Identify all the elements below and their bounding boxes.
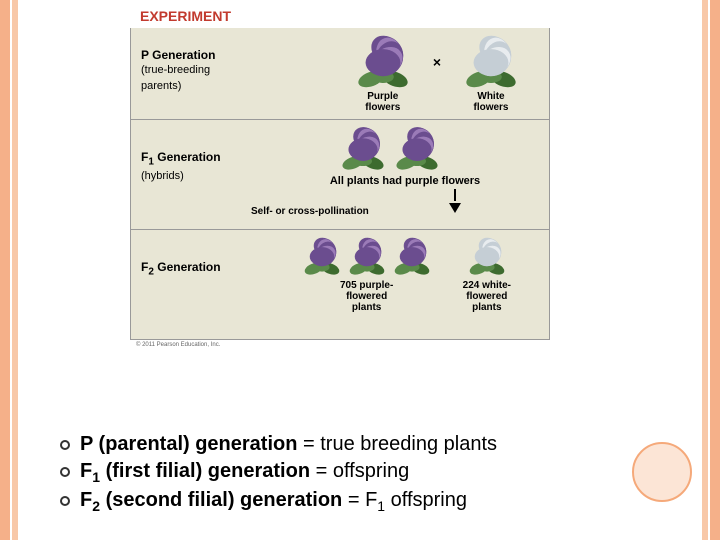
flower-icon — [466, 236, 508, 276]
stripe — [12, 0, 18, 540]
p-generation-panel: P Generation (true-breeding parents) Pur… — [130, 28, 550, 120]
flower-icon — [346, 236, 388, 276]
f2-title: F2 Generation — [141, 260, 221, 274]
flower-icon — [461, 34, 521, 89]
cross-symbol: × — [433, 54, 441, 70]
stripe — [0, 0, 10, 540]
experiment-heading: EXPERIMENT — [140, 8, 550, 24]
f1-title: F1 Generation — [141, 150, 221, 164]
f2-white-flowers — [466, 236, 508, 276]
copyright-text: © 2011 Pearson Education, Inc. — [136, 342, 550, 348]
f2-gen-label: F2 Generation — [141, 260, 221, 278]
f2-white-count: 224 white- flowered plants — [463, 280, 511, 313]
arrow-down-icon — [449, 203, 461, 213]
bullet-icon — [60, 440, 70, 450]
f2-generation-panel: F2 Generation 705 purple- flowered plant… — [130, 230, 550, 340]
stripe — [702, 0, 708, 540]
f1-flowers-group — [239, 126, 541, 171]
white-caption: White flowers — [473, 91, 508, 113]
purple-parent-flower: Purple flowers — [353, 34, 413, 113]
bullet-icon — [60, 467, 70, 477]
purple-caption: Purple flowers — [365, 91, 400, 113]
f1-result-text: All plants had purple flowers — [269, 175, 541, 187]
f2-purple-flowers — [301, 236, 433, 276]
f2-purple-group: 705 purple- flowered plants — [301, 236, 433, 313]
list-item: F1 (first filial) generation = offspring — [60, 460, 620, 485]
flower-icon — [391, 236, 433, 276]
flower-icon — [392, 126, 442, 171]
white-parent-flower: White flowers — [461, 34, 521, 113]
bullet-text: P (parental) generation = true breeding … — [80, 433, 497, 456]
bullet-text: F2 (second filial) generation = F1 offsp… — [80, 489, 467, 514]
stripe — [710, 0, 720, 540]
f1-generation-panel: F1 Generation (hybrids) All plants had p… — [130, 120, 550, 230]
f1-gen-label: F1 Generation (hybrids) — [141, 150, 221, 184]
p-subtitle: (true-breeding parents) — [141, 64, 210, 91]
experiment-diagram: EXPERIMENT P Generation (true-breeding p… — [130, 8, 550, 348]
right-border-stripes — [702, 0, 720, 540]
left-border-stripes — [0, 0, 18, 540]
arrow-container — [369, 189, 541, 213]
accent-circle — [632, 442, 692, 502]
pollination-label: Self- or cross-pollination — [251, 206, 369, 217]
p-gen-label: P Generation (true-breeding parents) — [141, 48, 215, 93]
bullet-icon — [60, 496, 70, 506]
arrow-line — [454, 189, 456, 201]
list-item: P (parental) generation = true breeding … — [60, 433, 620, 456]
p-title: P Generation — [141, 48, 215, 62]
flower-icon — [338, 126, 388, 171]
f2-purple-count: 705 purple- flowered plants — [340, 280, 393, 313]
flower-icon — [301, 236, 343, 276]
flower-icon — [353, 34, 413, 89]
list-item: F2 (second filial) generation = F1 offsp… — [60, 489, 620, 514]
f1-subtitle: (hybrids) — [141, 170, 184, 182]
f2-white-group: 224 white- flowered plants — [463, 236, 511, 313]
bullet-text: F1 (first filial) generation = offspring — [80, 460, 409, 485]
definitions-list: P (parental) generation = true breeding … — [60, 433, 620, 518]
